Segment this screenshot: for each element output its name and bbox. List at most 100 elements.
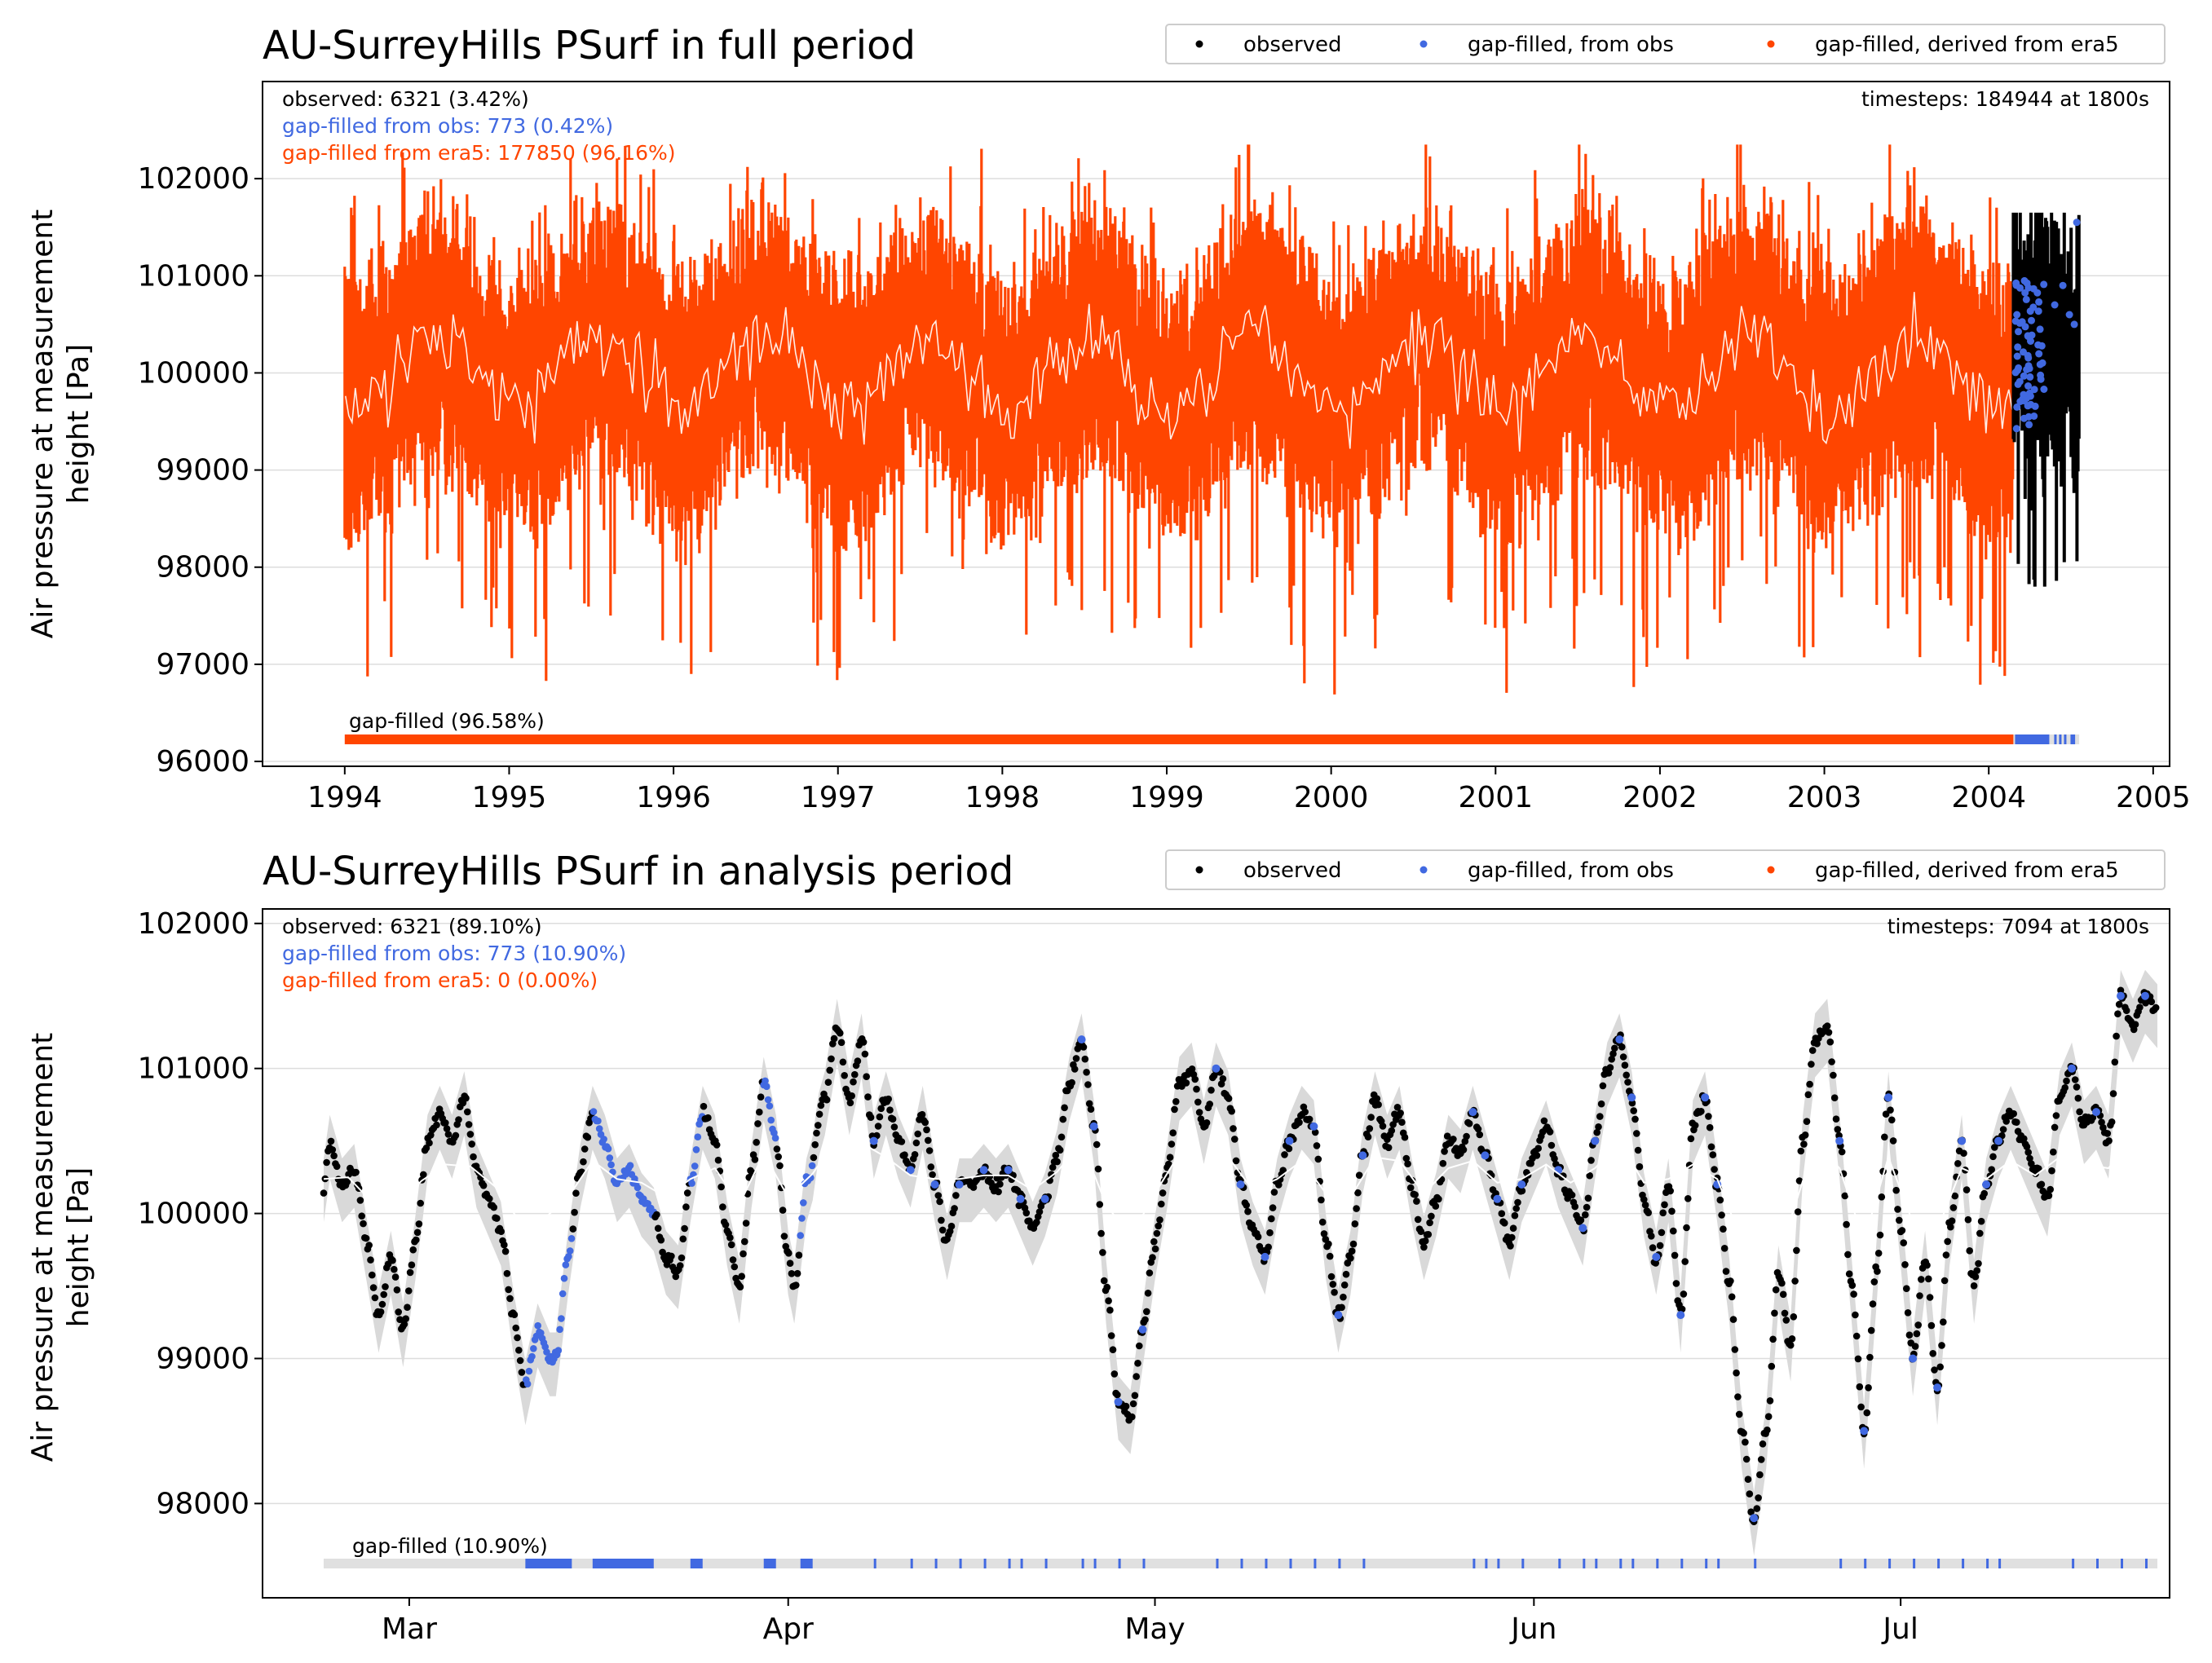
point-observed (1795, 1177, 1804, 1184)
point-gapfill-obs (1040, 1194, 1049, 1203)
point-observed (726, 1234, 734, 1242)
point-observed (367, 1256, 374, 1264)
point-observed (1402, 1154, 1411, 1162)
point-gapfill-obs (2013, 311, 2021, 319)
point-observed (1571, 1202, 1578, 1211)
point-gapfill-obs (2059, 281, 2067, 289)
gapfill-tick-obs (1631, 1559, 1635, 1568)
y-axis-analysis: 98000 99000 100000 101000 102000 (138, 907, 263, 1520)
point-gapfill-obs (634, 1184, 642, 1192)
y-tick-label: 102000 (138, 907, 249, 941)
point-observed (1285, 1145, 1293, 1153)
point-observed (1977, 1217, 1985, 1225)
x-tick-label: 1999 (1129, 781, 1204, 814)
point-observed (1320, 1230, 1328, 1237)
point-gapfill-obs (692, 1146, 700, 1154)
point-gapfill-obs (869, 1136, 878, 1145)
legend-label-gapfill-obs-2: gap-filled, from obs (1468, 858, 1674, 883)
point-gapfill-obs (523, 1380, 532, 1387)
point-observed (2113, 1032, 2120, 1040)
gapfill-tick-obs (1717, 1559, 1720, 1568)
point-gapfill-obs (930, 1180, 939, 1189)
gapfill-tick-obs (1216, 1559, 1219, 1568)
point-gapfill-obs (1701, 1093, 1710, 1102)
point-gapfill-obs (528, 1352, 536, 1361)
point-observed (1843, 1220, 1850, 1229)
point-observed (1551, 1155, 1558, 1162)
point-observed (1417, 1228, 1425, 1235)
point-observed (1338, 1303, 1345, 1312)
point-gapfill-obs (556, 1326, 563, 1334)
point-observed (713, 1141, 721, 1149)
point-observed (1150, 1237, 1158, 1246)
legend-label-observed: observed (1243, 33, 1342, 57)
point-observed (1474, 1125, 1482, 1133)
point-observed (1331, 1289, 1338, 1296)
point-observed (1681, 1258, 1689, 1265)
point-gapfill-obs (2092, 1108, 2100, 1117)
x-tick-label: 2004 (1951, 781, 2026, 814)
point-observed (1991, 1144, 1998, 1151)
point-observed (1393, 1104, 1402, 1111)
point-observed (1813, 1040, 1821, 1048)
x-tick-label: 1998 (965, 781, 1040, 814)
point-observed (1973, 1267, 1980, 1274)
point-observed (1072, 1055, 1080, 1062)
point-observed (2074, 1094, 2082, 1102)
point-observed (1740, 1429, 1747, 1437)
point-observed (1609, 1050, 1617, 1057)
legend-box-analysis (1165, 849, 2166, 890)
gap-label-analysis: gap-filled (10.90%) (352, 1534, 548, 1558)
point-observed (1936, 1363, 1944, 1371)
point-observed (780, 1233, 788, 1240)
point-observed (1546, 1128, 1554, 1136)
point-gapfill-obs (2051, 301, 2059, 309)
plot-frame-analysis (262, 908, 2170, 1599)
point-observed (1132, 1373, 1140, 1380)
stat-gapfill-obs-full: gap-filled from obs: 773 (0.42%) (282, 114, 613, 138)
point-gapfill-obs (2117, 991, 2125, 1000)
point-observed (1366, 1125, 1374, 1132)
point-observed (1476, 1131, 1484, 1139)
stat-gapfill-era5-full: gap-filled from era5: 177850 (96.16%) (282, 141, 676, 165)
point-observed (1797, 1147, 1805, 1155)
point-observed (1716, 1196, 1724, 1204)
point-observed (1680, 1290, 1688, 1298)
point-observed (2109, 1090, 2117, 1097)
point-observed (846, 1099, 854, 1107)
point-observed (986, 1172, 994, 1180)
point-observed (1195, 1109, 1203, 1116)
point-observed (1838, 1148, 1846, 1156)
point-gapfill-obs (1627, 1093, 1636, 1102)
point-observed (1314, 1155, 1322, 1163)
panel-full-period: AU-SurreyHills PSurf in full period obse… (26, 23, 2191, 814)
point-gapfill-obs (2068, 1064, 2077, 1073)
point-observed (327, 1137, 335, 1145)
gapfill-tick-obs (1937, 1559, 1940, 1568)
point-observed (2076, 1108, 2083, 1116)
point-observed (1305, 1115, 1314, 1123)
point-observed (1401, 1133, 1409, 1141)
point-gapfill-obs (808, 1162, 816, 1170)
point-observed (1844, 1251, 1852, 1259)
point-observed (380, 1290, 388, 1299)
gapfill-tick-obs (1839, 1559, 1843, 1568)
point-observed (1109, 1346, 1117, 1353)
point-gapfill-obs (1309, 1122, 1318, 1131)
point-observed (1720, 1225, 1727, 1233)
point-observed (389, 1256, 396, 1264)
point-gapfill-obs (906, 1166, 915, 1175)
gapfill-tick-obs (1081, 1559, 1084, 1568)
point-observed (1188, 1065, 1196, 1073)
point-observed (1269, 1204, 1277, 1211)
point-observed (738, 1273, 745, 1280)
point-observed (1605, 1070, 1613, 1077)
point-observed (1441, 1148, 1448, 1155)
point-observed (1228, 1107, 1235, 1115)
point-observed (1596, 1113, 1604, 1120)
point-gapfill-obs (2016, 377, 2024, 386)
point-observed (815, 1110, 823, 1118)
point-observed (995, 1188, 1002, 1196)
point-gapfill-obs (558, 1315, 565, 1322)
point-gapfill-obs (543, 1348, 550, 1356)
